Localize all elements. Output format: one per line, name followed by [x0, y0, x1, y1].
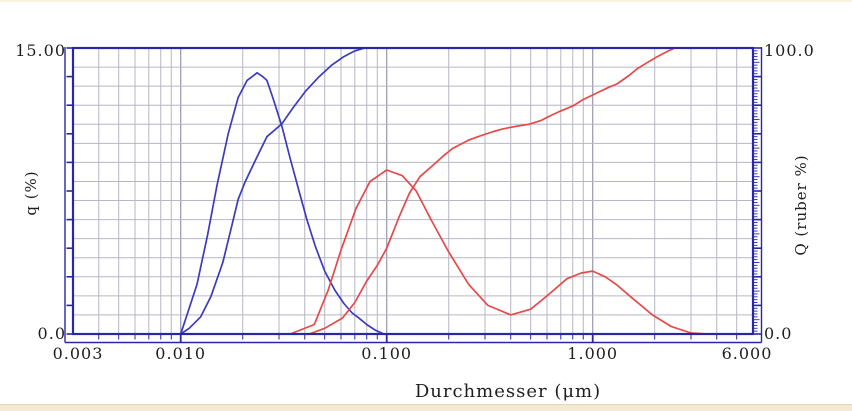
x-tick-label: 6.000 [721, 344, 773, 363]
x-axis-title: Durchmesser (μm) [414, 381, 602, 402]
x-tick-label: 0.100 [361, 344, 413, 363]
y-right-max-label: 100.0 [764, 41, 815, 60]
plot-border [71, 46, 755, 336]
top-edge-strip [0, 0, 852, 2]
y-left-min-label: 0.0 [37, 324, 66, 343]
x-tick-label: 0.003 [52, 344, 104, 363]
bottom-edge-strip [0, 404, 852, 411]
series-blue-density-q [179, 71, 385, 335]
series-blue-cumulative-Q [179, 47, 388, 335]
y-right-min-label: 0.0 [764, 324, 793, 343]
y-left-axis-title: q (%) [22, 170, 40, 216]
series-red-cumulative-Q [308, 47, 692, 335]
x-tick-label: 0.010 [155, 344, 207, 363]
y-left-max-label: 15.00 [15, 41, 66, 60]
x-tick-label: 1.000 [567, 344, 619, 363]
series-red-density-q [289, 169, 709, 335]
y-right-axis-title: Q (ruber %) [792, 154, 810, 256]
